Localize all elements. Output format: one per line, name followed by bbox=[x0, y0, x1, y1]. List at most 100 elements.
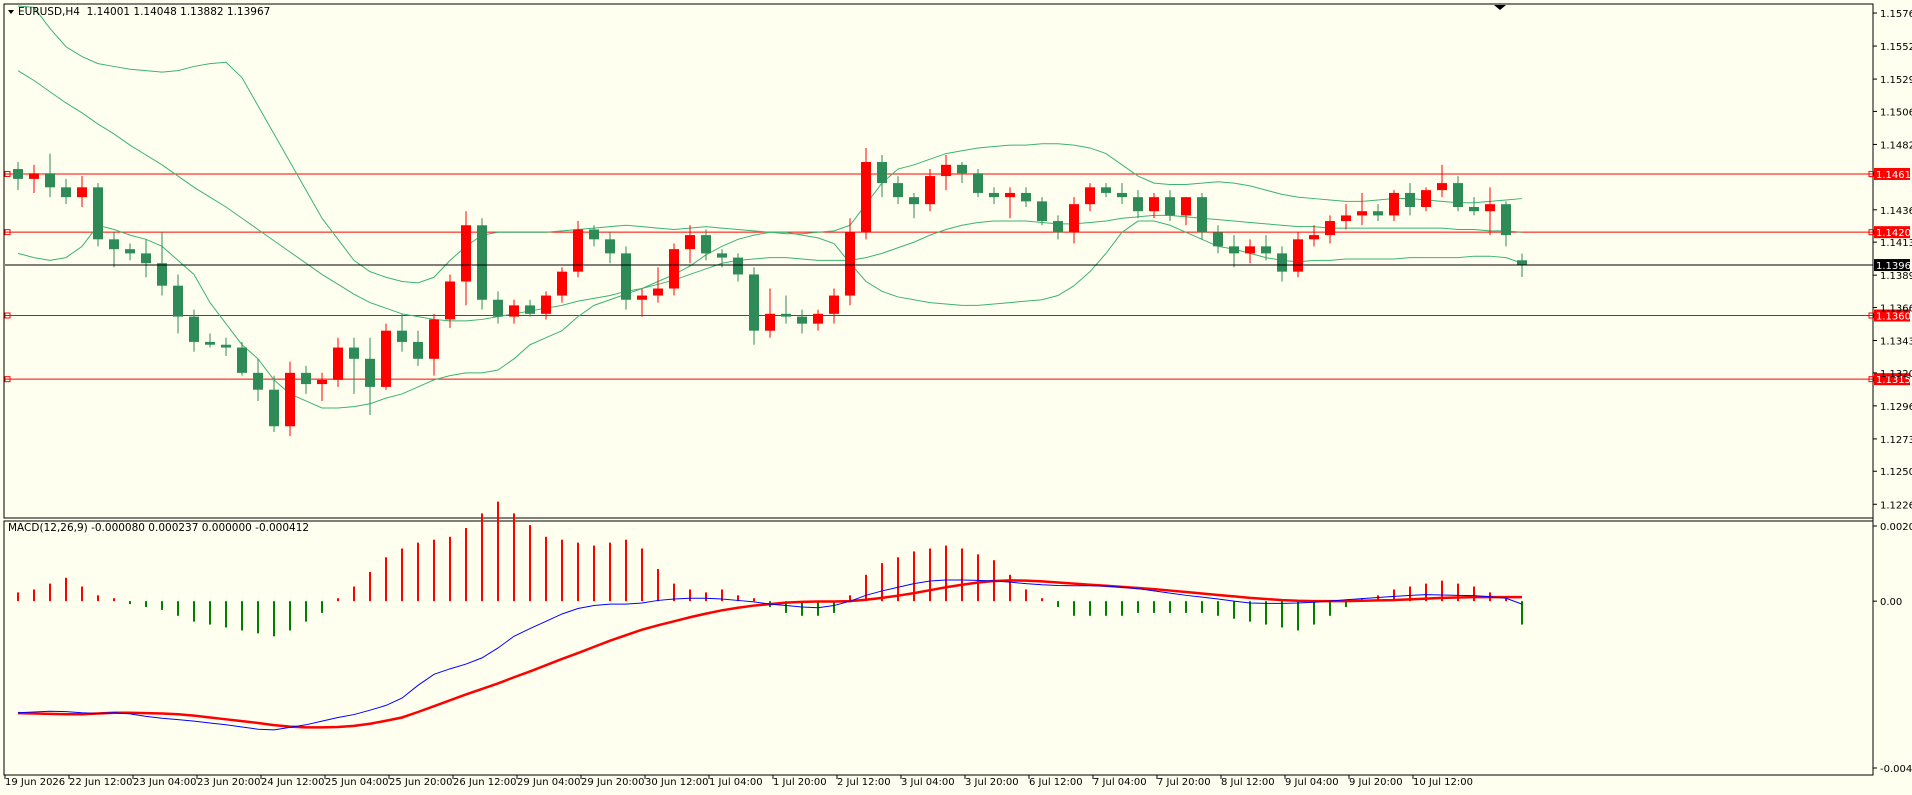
candle-body bbox=[1469, 206, 1479, 212]
bollinger-bands bbox=[17, 5, 1523, 409]
macd-plot-frame[interactable] bbox=[3, 520, 1874, 776]
candle bbox=[1293, 232, 1303, 278]
price-axis[interactable]: 1.15760 1.15525 1.15290 1.15060 1.14825 1.143… bbox=[1873, 9, 1912, 511]
level-anchor-icon[interactable] bbox=[4, 229, 11, 236]
candle bbox=[173, 274, 183, 334]
candle-body bbox=[29, 173, 39, 179]
candle bbox=[669, 243, 679, 296]
candle bbox=[477, 218, 487, 310]
candle-body bbox=[269, 389, 279, 427]
level-anchor-icon[interactable] bbox=[4, 170, 11, 177]
candle-body bbox=[1437, 183, 1447, 191]
level-3[interactable] bbox=[4, 312, 1875, 319]
candle-body bbox=[781, 313, 791, 317]
candle bbox=[333, 337, 343, 387]
candle bbox=[1501, 201, 1511, 247]
time-axis[interactable]: 19 Jun 2026 22 Jun 12:00 23 Jun 04:00 23 Ju… bbox=[4, 775, 1473, 788]
candle-body bbox=[1309, 235, 1319, 240]
candle bbox=[1309, 225, 1319, 247]
candle-body bbox=[589, 229, 599, 240]
macd-axis[interactable]: 0.002055 0.00 -0.004561 bbox=[1873, 522, 1912, 775]
candle bbox=[125, 243, 135, 261]
dropdown-triangle-icon[interactable] bbox=[8, 10, 14, 14]
candle-body bbox=[349, 347, 359, 359]
level-anchor-icon[interactable] bbox=[4, 312, 11, 319]
candle-body bbox=[829, 295, 839, 314]
price-tick-label: 1.12500 bbox=[1880, 467, 1912, 478]
candle-body bbox=[701, 235, 711, 254]
candle-body bbox=[1133, 197, 1143, 212]
candle bbox=[605, 232, 615, 264]
candle bbox=[829, 288, 839, 324]
candle bbox=[1341, 204, 1351, 230]
candle bbox=[365, 337, 375, 416]
main-plot-frame[interactable] bbox=[3, 3, 1874, 519]
candle bbox=[77, 176, 87, 207]
candle bbox=[573, 221, 583, 278]
candle-body bbox=[429, 319, 439, 359]
time-tick-label: 19 Jun 2026 bbox=[5, 777, 65, 788]
level-price-badge bbox=[1874, 226, 1910, 239]
middle-band-line bbox=[17, 70, 1523, 322]
candle bbox=[1037, 197, 1047, 226]
candle bbox=[685, 225, 695, 264]
candle-body bbox=[1005, 192, 1015, 198]
candle bbox=[861, 147, 871, 240]
candle-body bbox=[333, 347, 343, 380]
price-tick-label: 1.13665 bbox=[1880, 303, 1912, 314]
candle-body bbox=[1117, 192, 1127, 198]
candle-body bbox=[61, 187, 71, 198]
time-tick-label: 24 Jun 12:00 bbox=[261, 777, 325, 788]
candle-body bbox=[1389, 192, 1399, 216]
candle-body bbox=[541, 295, 551, 314]
time-tick-label: 1 Jul 04:00 bbox=[709, 777, 763, 788]
macd-histogram bbox=[17, 501, 1523, 637]
time-tick-label: 25 Jun 04:00 bbox=[325, 777, 389, 788]
level-anchor-icon[interactable] bbox=[4, 376, 11, 383]
candle bbox=[285, 361, 295, 437]
level-price-label: 1.14615 bbox=[1876, 170, 1912, 181]
candle-body bbox=[749, 274, 759, 331]
candle bbox=[813, 309, 823, 331]
candle bbox=[461, 211, 471, 306]
candle-body bbox=[1037, 201, 1047, 222]
chart-shift-triangle-icon[interactable] bbox=[1494, 5, 1506, 10]
price-tick-label: 1.12265 bbox=[1880, 500, 1912, 511]
candle bbox=[733, 253, 743, 282]
current-price-line: 1.13967 bbox=[5, 259, 1912, 272]
candle-body bbox=[893, 183, 903, 198]
candle-body bbox=[925, 176, 935, 205]
candle bbox=[957, 162, 967, 184]
candle-body bbox=[285, 372, 295, 427]
candle-body bbox=[189, 316, 199, 342]
price-tick-label: 1.14360 bbox=[1880, 206, 1912, 217]
candle bbox=[205, 333, 215, 348]
candle bbox=[541, 291, 551, 320]
level-price-badge bbox=[1874, 167, 1910, 180]
candle-body bbox=[461, 225, 471, 282]
candle-body bbox=[1517, 260, 1527, 266]
candle bbox=[1277, 246, 1287, 282]
price-tick-label: 1.14825 bbox=[1880, 140, 1912, 151]
level-1[interactable] bbox=[4, 170, 1875, 177]
candle-body bbox=[1053, 221, 1063, 233]
price-tick-label: 1.13200 bbox=[1880, 369, 1912, 380]
candle-body bbox=[365, 358, 375, 387]
time-tick-label: 8 Jul 12:00 bbox=[1221, 777, 1275, 788]
time-tick-label: 25 Jun 20:00 bbox=[389, 777, 453, 788]
candle-body bbox=[605, 239, 615, 254]
candle bbox=[1181, 197, 1191, 226]
level-price-badge bbox=[1874, 309, 1910, 322]
candle-body bbox=[1069, 204, 1079, 233]
candle-body bbox=[1261, 246, 1271, 254]
candle-body bbox=[1453, 183, 1463, 207]
candle bbox=[797, 309, 807, 334]
candle-body bbox=[1245, 246, 1255, 254]
price-tick-label: 1.12730 bbox=[1880, 435, 1912, 446]
candle bbox=[1261, 235, 1271, 261]
candle bbox=[1101, 183, 1111, 198]
candle bbox=[1197, 192, 1207, 240]
candle-body bbox=[573, 229, 583, 272]
candle bbox=[1229, 235, 1239, 268]
